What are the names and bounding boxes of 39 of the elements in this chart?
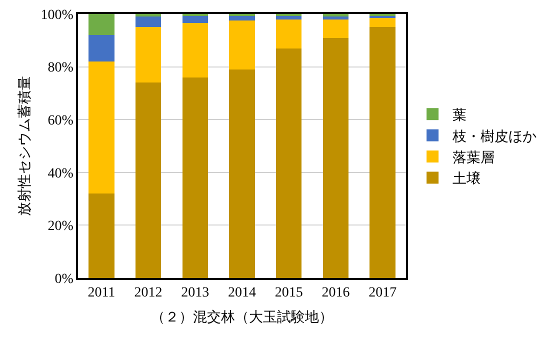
y-tick-label: 100% xyxy=(40,8,74,23)
y-tick-label: 40% xyxy=(48,166,74,182)
legend-label: 土壌 xyxy=(452,171,481,188)
x-tick-label: 2012 xyxy=(134,286,162,301)
x-tick-label: 2013 xyxy=(181,286,210,301)
x-tick-label: 2016 xyxy=(322,286,350,301)
bar xyxy=(88,35,114,62)
y-tick-label: 20% xyxy=(48,219,74,234)
y-tick-label: 80% xyxy=(48,60,74,76)
bar xyxy=(322,38,349,278)
bar xyxy=(135,27,162,83)
bar xyxy=(229,69,255,278)
bar xyxy=(135,82,162,278)
y-tick-label: 0% xyxy=(54,272,74,287)
bar xyxy=(322,19,349,38)
bar xyxy=(229,20,255,70)
bar xyxy=(322,14,349,17)
bar xyxy=(276,48,302,278)
bar xyxy=(182,77,208,278)
bar xyxy=(322,16,349,20)
legend-label: 落葉層 xyxy=(452,150,495,166)
x-tick-label: 2014 xyxy=(228,286,256,301)
bar xyxy=(135,14,162,17)
x-tick-label: 2015 xyxy=(274,286,303,301)
bar xyxy=(370,18,396,28)
bar xyxy=(88,14,114,36)
bar xyxy=(370,27,396,278)
x-axis-title: （２）混交林（大玉試験地） xyxy=(151,309,333,326)
legend-label: 葉 xyxy=(452,108,467,124)
bar xyxy=(276,19,302,48)
y-axis-title: 放射性セシウム蓄積量 xyxy=(16,76,33,216)
x-tick-label: 2017 xyxy=(368,286,397,301)
bar xyxy=(88,62,114,194)
bar xyxy=(182,23,208,78)
legend-label: 枝・樹皮ほか xyxy=(452,128,537,145)
y-tick-label: 60% xyxy=(48,114,74,128)
bar xyxy=(135,16,162,28)
bar xyxy=(88,194,114,278)
x-tick-label: 2011 xyxy=(88,286,116,301)
